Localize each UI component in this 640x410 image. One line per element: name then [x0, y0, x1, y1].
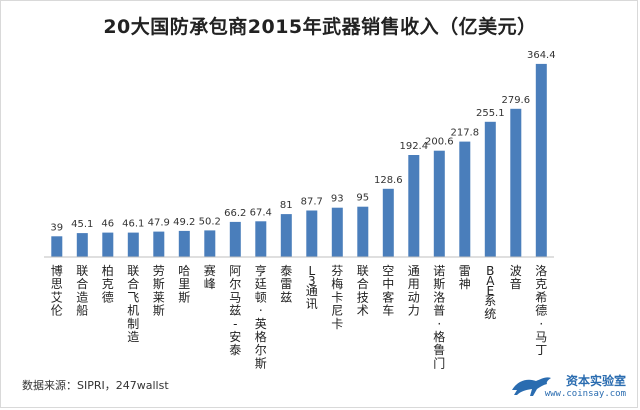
source-note: 数据来源：SIPRI，247wallst	[22, 379, 169, 392]
watermark-url: www.coinsay.com	[544, 389, 626, 399]
data-label: 279.6	[501, 95, 530, 106]
category-label: 柏克德	[102, 263, 114, 304]
category-label: 亨廷顿·英格尔斯	[255, 263, 267, 370]
category-label: 诺斯洛普·格鲁门	[433, 264, 445, 370]
bar	[255, 221, 267, 257]
bar	[127, 232, 139, 257]
data-label: 50.2	[199, 216, 221, 227]
bar	[408, 155, 420, 257]
data-label: 47.9	[148, 218, 170, 229]
category-label: L 3 通讯	[306, 264, 318, 311]
bar	[382, 188, 394, 257]
category-label: 哈里斯	[178, 264, 190, 304]
category-label: 博思艾伦	[51, 263, 63, 318]
bar	[306, 210, 318, 257]
bar	[433, 150, 445, 257]
data-label: 45.1	[71, 219, 93, 230]
data-label: 49.2	[173, 217, 195, 228]
data-label: 128.6	[374, 175, 403, 186]
category-label: 芬梅卡尼卡	[331, 264, 343, 331]
bar	[484, 121, 496, 257]
watermark-title: 资本实验室	[565, 374, 626, 388]
bar	[51, 236, 63, 257]
bar	[331, 207, 343, 257]
category-label: 波音	[510, 264, 522, 291]
category-label: 通用动力	[408, 264, 420, 318]
data-label: 81	[280, 200, 293, 211]
category-label: 联合飞机制造	[127, 264, 139, 344]
data-label: 87.7	[301, 197, 323, 208]
data-label: 217.8	[450, 128, 479, 139]
data-label: 192.4	[399, 141, 428, 152]
bar	[102, 232, 114, 257]
data-label: 66.2	[224, 208, 246, 219]
category-label: 雷神	[459, 264, 471, 291]
data-label: 46	[101, 219, 114, 230]
bar	[357, 206, 369, 258]
bar	[510, 108, 522, 257]
bar	[229, 221, 241, 257]
cheetah-logo-icon	[512, 377, 551, 396]
bar	[280, 214, 292, 257]
category-label: 泰雷兹	[280, 264, 292, 304]
category-label: 劳斯莱斯	[153, 264, 165, 318]
bar	[459, 141, 471, 257]
category-label: 联合技术	[357, 264, 369, 318]
data-label: 364.4	[527, 50, 556, 61]
data-label: 46.1	[122, 219, 144, 230]
category-label: 空中客车	[382, 264, 394, 318]
data-label: 255.1	[476, 108, 505, 119]
category-label: 洛克希德·马丁	[535, 263, 547, 357]
bar	[178, 230, 190, 257]
watermark-logo: 资本实验室 www.coinsay.com	[510, 368, 630, 404]
data-label: 67.4	[250, 207, 272, 218]
category-label: 联合造船	[76, 264, 88, 318]
chart-title: 20大国防承包商2015年武器销售收入（亿美元）	[103, 16, 537, 38]
data-label: 200.6	[425, 137, 454, 148]
data-label: 95	[356, 193, 369, 204]
data-label: 93	[331, 194, 344, 205]
data-label: 39	[50, 222, 63, 233]
bar	[153, 231, 165, 257]
category-label: 赛峰	[204, 263, 216, 291]
category-label: 阿尔马兹-安泰	[229, 264, 241, 357]
bar	[535, 63, 547, 258]
bar	[204, 230, 216, 257]
bar	[76, 233, 88, 257]
category-label: B A E 系统	[484, 264, 496, 321]
